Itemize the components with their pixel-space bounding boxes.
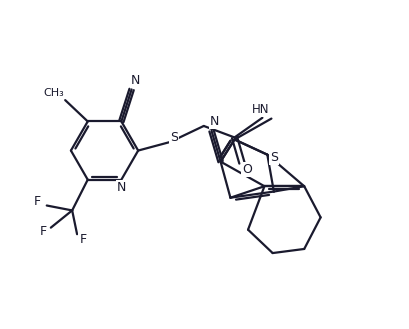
Text: F: F	[40, 225, 47, 238]
Text: O: O	[241, 163, 251, 175]
Text: S: S	[169, 131, 178, 144]
Text: N: N	[210, 115, 219, 128]
Text: CH₃: CH₃	[43, 88, 64, 98]
Text: F: F	[79, 233, 86, 246]
Text: N: N	[117, 181, 126, 193]
Text: HN: HN	[251, 103, 268, 116]
Text: N: N	[131, 74, 140, 87]
Text: S: S	[270, 151, 278, 164]
Text: F: F	[34, 195, 41, 208]
